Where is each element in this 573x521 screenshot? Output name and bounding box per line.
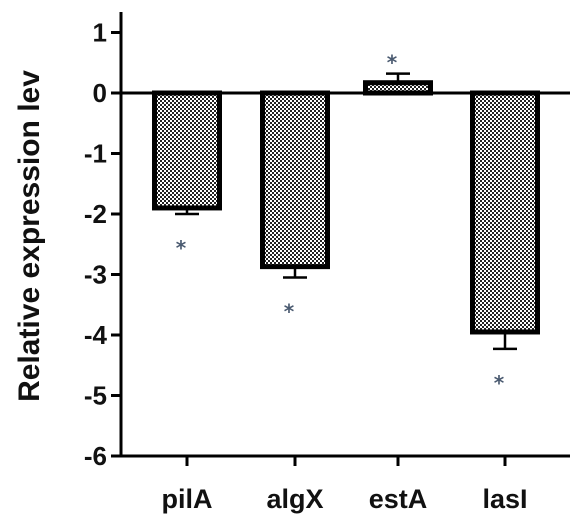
bar-pilA bbox=[152, 90, 222, 211]
y-axis-label-wrap: Relative expression lev bbox=[10, 0, 50, 521]
y-tick-label: -4 bbox=[84, 320, 108, 350]
y-tick-label: -2 bbox=[84, 199, 107, 229]
x-category-label: algX bbox=[266, 484, 323, 514]
significance-star: * bbox=[494, 371, 505, 395]
x-category-label: pilA bbox=[162, 484, 213, 514]
significance-marks: * * * * bbox=[176, 51, 505, 395]
y-tick-label: 0 bbox=[93, 78, 107, 108]
error-bars bbox=[175, 72, 517, 351]
y-tick-label: -1 bbox=[84, 139, 107, 169]
bars bbox=[152, 80, 540, 335]
y-axis-ticks: 1 0 -1 -2 -3 -4 -5 -6 bbox=[84, 18, 121, 471]
category-labels: pilA algX estA lasI bbox=[162, 484, 528, 514]
significance-star: * bbox=[284, 300, 295, 324]
x-category-label: lasI bbox=[482, 484, 527, 514]
y-tick-label: -6 bbox=[84, 441, 107, 471]
significance-star: * bbox=[176, 236, 187, 260]
y-tick-label: 1 bbox=[93, 18, 107, 48]
y-tick-label: -5 bbox=[84, 381, 107, 411]
y-tick-label: -3 bbox=[84, 260, 107, 290]
bar-lasI bbox=[470, 90, 540, 335]
bar-estA bbox=[363, 80, 433, 96]
significance-star: * bbox=[387, 51, 398, 75]
bar-algX bbox=[260, 90, 330, 270]
x-category-label: estA bbox=[369, 484, 428, 514]
y-axis-label: Relative expression lev bbox=[13, 70, 46, 402]
